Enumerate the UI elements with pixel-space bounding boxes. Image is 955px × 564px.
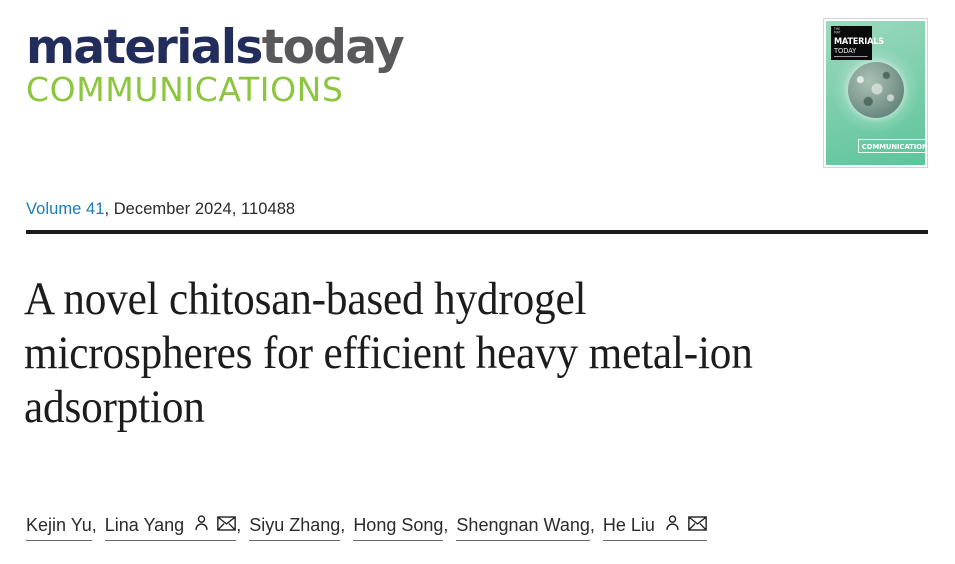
cover-masthead-badge: THE MAT MATERIALS TODAY xyxy=(831,26,884,60)
author-link[interactable]: Kejin Yu xyxy=(26,511,92,541)
logo-subtitle-communications: COMMUNICATIONS xyxy=(26,70,344,109)
person-icon[interactable] xyxy=(193,511,210,539)
cover-badge-tiny-text: THE MAT xyxy=(834,26,841,35)
author-link[interactable]: Lina Yang xyxy=(104,511,237,541)
article-title: A novel chitosan-based hydrogel microsph… xyxy=(24,273,753,433)
author-name: Lina Yang xyxy=(104,515,185,535)
issue-info-line: Volume 41, December 2024, 110488 xyxy=(26,198,295,220)
logo-word-materials: materials xyxy=(26,20,263,75)
author-list: Kejin Yu , Lina Yang xyxy=(26,511,936,541)
author-separator: , xyxy=(91,515,97,535)
author-link[interactable]: He Liu xyxy=(602,511,707,541)
logo-word-today: today xyxy=(261,20,405,75)
author-link[interactable]: Hong Song xyxy=(353,511,444,541)
journal-logo[interactable]: materialstoday COMMUNICATIONS xyxy=(26,24,405,114)
author-name: Hong Song xyxy=(353,515,444,535)
cover-badge-today: TODAY xyxy=(834,47,868,58)
journal-logo-wordmark: materialstoday xyxy=(26,24,405,72)
author-name: Shengnan Wang xyxy=(456,515,590,535)
header-divider-rule xyxy=(26,230,928,234)
corresponding-author-icons xyxy=(664,511,707,539)
cover-nanoparticle-image xyxy=(847,62,904,119)
author-link[interactable]: Siyu Zhang xyxy=(249,511,341,541)
cover-banner-communications: COMMUNICATIONS xyxy=(858,139,925,153)
author-link[interactable]: Shengnan Wang xyxy=(456,511,590,541)
author-name: He Liu xyxy=(602,515,655,535)
volume-link[interactable]: Volume 41 xyxy=(26,200,105,218)
author-name: Kejin Yu xyxy=(26,515,92,535)
envelope-icon[interactable] xyxy=(217,511,237,539)
author-separator: , xyxy=(340,515,346,535)
author-separator: , xyxy=(236,515,242,535)
author-name: Siyu Zhang xyxy=(249,515,341,535)
author-separator: , xyxy=(443,515,449,535)
person-icon[interactable] xyxy=(664,511,681,539)
cover-badge-materials: MATERIALS xyxy=(834,37,884,48)
author-separator: , xyxy=(589,515,595,535)
corresponding-author-icons xyxy=(193,511,237,539)
issue-date-and-article-number: , December 2024, 110488 xyxy=(104,200,296,218)
envelope-icon[interactable] xyxy=(688,511,707,539)
